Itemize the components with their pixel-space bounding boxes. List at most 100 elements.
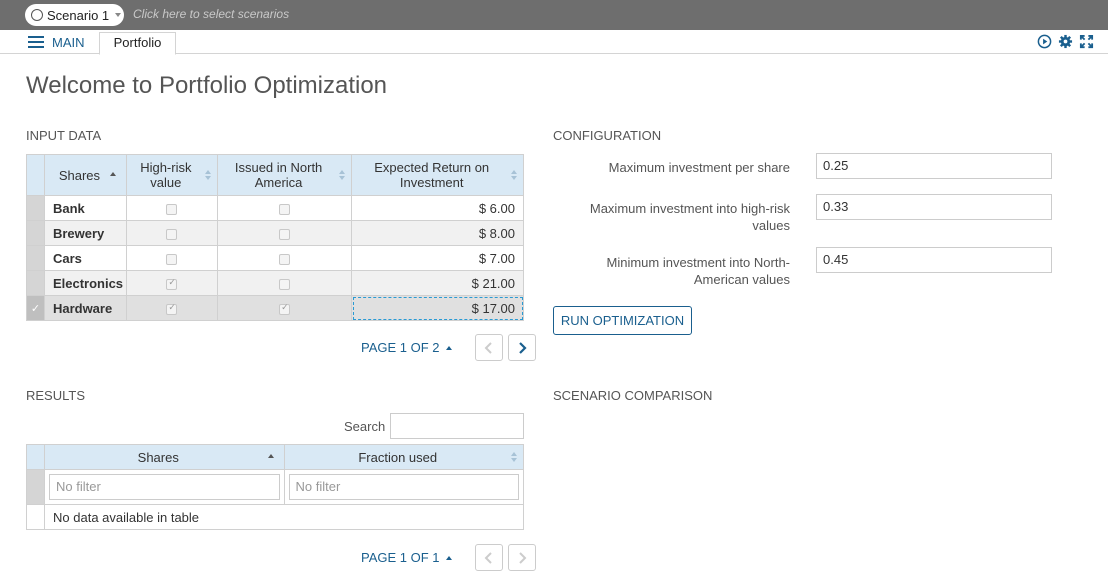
table-row[interactable]: Brewery $ 8.00 <box>26 220 524 246</box>
page-indicator[interactable]: PAGE 1 OF 1 <box>361 550 440 565</box>
max-high-risk-label: Maximum investment into high-risk values <box>589 201 790 233</box>
share-name: Cars <box>43 245 127 271</box>
next-page-button[interactable] <box>507 544 536 571</box>
row-selector[interactable]: ✓ <box>26 295 45 321</box>
run-optimization-button[interactable]: RUN OPTIMIZATION <box>553 306 692 335</box>
chevron-right-icon <box>518 341 527 354</box>
col-high-risk[interactable]: High-risk value <box>125 154 218 196</box>
min-north-america-label: Minimum investment into North-American v… <box>606 255 791 287</box>
prev-page-button[interactable] <box>474 334 503 361</box>
expected-return-cell[interactable]: $ 17.00 <box>351 295 524 321</box>
row-selector[interactable] <box>26 220 45 246</box>
share-name: Bank <box>43 195 127 221</box>
caret-up-icon <box>445 345 452 350</box>
north-america-cell[interactable] <box>216 270 353 296</box>
north-america-cell[interactable] <box>216 245 353 271</box>
col-fraction-used[interactable]: Fraction used <box>283 444 524 470</box>
prev-page-button[interactable] <box>474 544 503 571</box>
radio-icon <box>31 9 43 21</box>
col-north-america[interactable]: Issued in North America <box>216 154 353 196</box>
table-row[interactable]: Cars $ 7.00 <box>26 245 524 271</box>
north-america-checkbox[interactable] <box>279 302 291 315</box>
max-per-share-input[interactable]: 0.25 <box>816 153 1052 179</box>
high-risk-cell[interactable] <box>125 195 218 221</box>
high-risk-checkbox[interactable] <box>166 203 178 215</box>
row-selector[interactable] <box>26 270 45 296</box>
tab-portfolio[interactable]: Portfolio <box>99 32 176 55</box>
north-america-cell[interactable] <box>216 295 353 321</box>
row-selector <box>25 469 46 505</box>
north-america-checkbox[interactable] <box>279 228 291 240</box>
hamburger-icon <box>28 36 44 48</box>
high-risk-cell[interactable] <box>125 295 218 321</box>
scenario-comparison-heading: SCENARIO COMPARISON <box>553 388 713 403</box>
fraction-filter-input[interactable]: No filter <box>288 474 519 500</box>
north-america-checkbox[interactable] <box>279 253 291 265</box>
input-pager: PAGE 1 OF 2 <box>361 334 536 361</box>
expected-return-cell[interactable]: $ 7.00 <box>351 245 524 271</box>
empty-row: No data available in table <box>25 504 524 530</box>
north-america-checkbox[interactable] <box>279 278 291 290</box>
col-high-risk-label: High-risk value <box>140 160 192 190</box>
results-heading: RESULTS <box>26 388 85 403</box>
input-data-table: Shares High-risk value Issued in North A… <box>26 154 524 321</box>
table-row[interactable]: Bank $ 6.00 <box>26 195 524 221</box>
main-menu-button[interactable]: MAIN <box>28 34 85 50</box>
gear-icon[interactable] <box>1058 34 1073 49</box>
scenario-hint[interactable]: Click here to select scenarios <box>133 7 290 21</box>
chevron-left-icon <box>484 551 492 564</box>
col-shares[interactable]: Shares <box>44 444 285 470</box>
col-expected-return[interactable]: Expected Return on Investment <box>351 154 524 196</box>
shares-filter-input[interactable]: No filter <box>49 474 280 500</box>
next-page-button[interactable] <box>507 334 536 361</box>
expected-return-cell[interactable]: $ 21.00 <box>351 270 524 296</box>
shares-filter-cell: No filter <box>44 469 285 505</box>
check-icon: ✓ <box>30 302 41 315</box>
chevron-left-icon <box>484 341 492 354</box>
fullscreen-icon[interactable] <box>1079 34 1094 49</box>
table-row[interactable]: ✓ Hardware $ 17.00 <box>26 295 524 321</box>
high-risk-checkbox[interactable] <box>166 302 178 315</box>
high-risk-cell[interactable] <box>125 270 218 296</box>
select-all-column[interactable] <box>26 154 45 196</box>
high-risk-cell[interactable] <box>125 220 218 246</box>
high-risk-cell[interactable] <box>125 245 218 271</box>
scenario-selector[interactable]: Scenario 1 <box>25 4 124 26</box>
expected-return-cell[interactable]: $ 8.00 <box>351 220 524 246</box>
north-america-cell[interactable] <box>216 220 353 246</box>
col-shares[interactable]: Shares <box>43 154 127 196</box>
configuration-heading: CONFIGURATION <box>553 128 662 143</box>
share-name: Electronics <box>43 270 127 296</box>
max-high-risk-input[interactable]: 0.33 <box>816 194 1052 220</box>
expected-return-cell[interactable]: $ 6.00 <box>351 195 524 221</box>
results-pager: PAGE 1 OF 1 <box>361 544 536 571</box>
search-input[interactable] <box>390 413 524 439</box>
high-risk-checkbox[interactable] <box>166 277 178 290</box>
share-name: Brewery <box>43 220 127 246</box>
col-shares-label: Shares <box>58 167 101 183</box>
page-title: Welcome to Portfolio Optimization <box>26 72 388 99</box>
north-america-checkbox[interactable] <box>279 203 291 215</box>
play-circle-icon[interactable] <box>1037 34 1052 49</box>
table-row[interactable]: Electronics $ 21.00 <box>26 270 524 296</box>
select-all-column[interactable] <box>25 444 46 470</box>
tab-bar: MAIN Portfolio <box>0 30 1108 55</box>
min-north-america-input[interactable]: 0.45 <box>816 247 1052 273</box>
page-indicator[interactable]: PAGE 1 OF 2 <box>361 340 440 355</box>
caret-up-icon <box>445 555 452 560</box>
row-selector[interactable] <box>26 245 45 271</box>
view-tools <box>1037 34 1094 49</box>
row-selector <box>25 504 46 530</box>
scenario-bar: Scenario 1 Click here to select scenario… <box>0 0 1108 30</box>
main-menu-label: MAIN <box>52 34 85 50</box>
input-data-heading: INPUT DATA <box>26 128 102 143</box>
search-label: Search <box>344 419 386 434</box>
row-selector[interactable] <box>26 195 45 221</box>
empty-message: No data available in table <box>44 504 524 530</box>
high-risk-checkbox[interactable] <box>166 228 178 240</box>
results-table: Shares Fraction used No filter No filter… <box>25 444 524 530</box>
col-north-america-label: Issued in North America <box>234 160 323 190</box>
col-fraction-used-label: Fraction used <box>358 449 438 465</box>
high-risk-checkbox[interactable] <box>166 253 178 265</box>
north-america-cell[interactable] <box>216 195 353 221</box>
